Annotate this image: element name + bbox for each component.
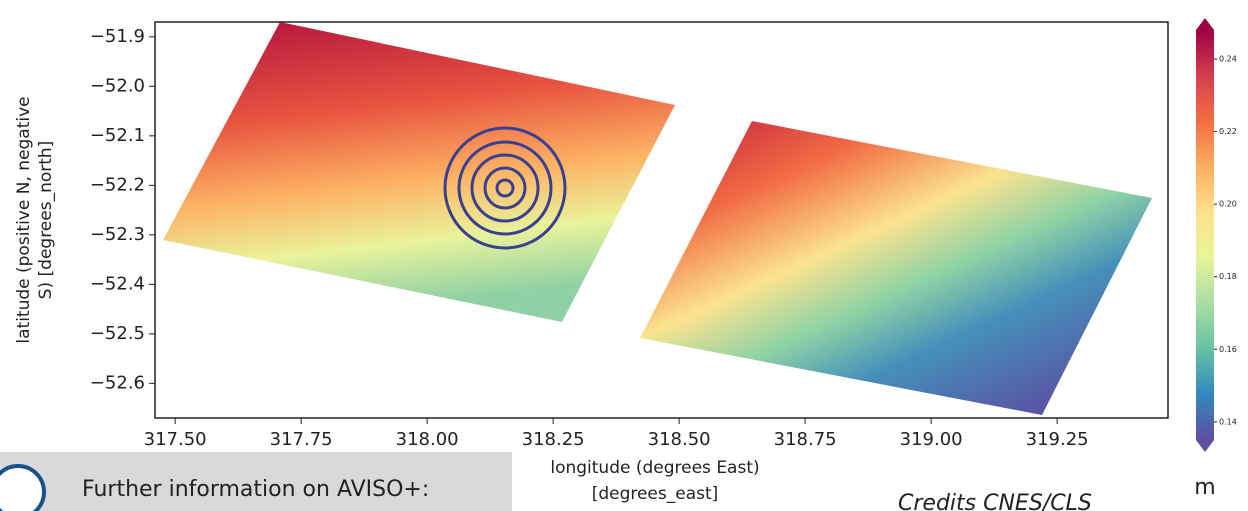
colorbar-top xyxy=(1196,18,1214,30)
y-axis-label: latitude (positive N, negative xyxy=(14,96,34,343)
x-tick-label: 318.75 xyxy=(774,429,837,450)
y-tick-label: −52.3 xyxy=(90,224,145,245)
x-tick-label: 318.50 xyxy=(648,429,711,450)
logo xyxy=(0,464,46,511)
y-tick-label: −52.5 xyxy=(90,323,145,344)
rings xyxy=(443,126,567,250)
x-tick-label: 317.75 xyxy=(270,429,333,450)
x-tick-label: 317.50 xyxy=(144,429,207,450)
swath xyxy=(640,121,1152,415)
y-tick-label: −51.9 xyxy=(90,26,145,47)
y-tick-label: −52.4 xyxy=(90,273,145,294)
y-tick-label: −52.2 xyxy=(90,174,145,195)
info-box xyxy=(0,452,512,511)
x-tick-label: 319.00 xyxy=(900,429,963,450)
colorbar xyxy=(1196,30,1214,440)
x-axis-label: longitude (degrees East) xyxy=(550,458,759,478)
x-axis-label: [degrees_east] xyxy=(592,484,719,504)
info-text: Further information on AVISO+: xyxy=(82,477,429,502)
swath xyxy=(163,22,675,322)
colorbar-tick-label: 0.18 xyxy=(1219,272,1237,281)
x-tick-label: 318.25 xyxy=(522,429,585,450)
colorbar-tick-label: 0.20 xyxy=(1219,200,1237,209)
colorbar-tick-label: 0.14 xyxy=(1219,417,1237,426)
x-tick-label: 318.00 xyxy=(396,429,459,450)
y-axis-label: S) [degrees_north] xyxy=(36,141,56,300)
y-tick-label: −52.1 xyxy=(90,125,145,146)
credits: Credits CNES/CLS xyxy=(898,491,1092,511)
colorbar-tick-label: 0.22 xyxy=(1219,127,1237,136)
colorbar-tick-label: 0.24 xyxy=(1219,55,1237,64)
colorbar-bottom xyxy=(1196,440,1214,452)
plot-frame xyxy=(154,21,1169,419)
y-tick-label: −52.0 xyxy=(90,75,145,96)
colorbar-tick-label: 0.16 xyxy=(1219,345,1237,354)
y-tick-label: −52.6 xyxy=(90,372,145,393)
colorbar-label: m xyxy=(1194,475,1215,500)
x-tick-label: 319.25 xyxy=(1026,429,1089,450)
